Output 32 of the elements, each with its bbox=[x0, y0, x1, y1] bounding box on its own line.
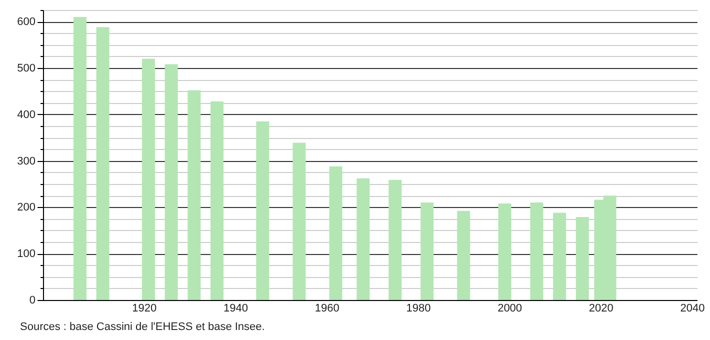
bar bbox=[576, 216, 589, 300]
x-tick-label: 1960 bbox=[314, 302, 340, 314]
y-tick-label: 100 bbox=[17, 248, 36, 260]
bar bbox=[388, 180, 402, 300]
x-tick-label: 2040 bbox=[680, 302, 705, 314]
bar bbox=[292, 142, 306, 300]
bar bbox=[329, 166, 342, 300]
bar bbox=[256, 121, 270, 300]
bar bbox=[96, 27, 110, 300]
bar bbox=[210, 101, 224, 300]
bar bbox=[457, 210, 470, 300]
x-tick-label: 1980 bbox=[406, 302, 431, 314]
x-tick-label: 1920 bbox=[132, 302, 157, 314]
x-tick-label: 2020 bbox=[588, 302, 614, 314]
bar bbox=[164, 64, 178, 300]
x-tick-label: 2000 bbox=[498, 302, 522, 314]
bar bbox=[188, 90, 201, 300]
bar bbox=[498, 203, 512, 300]
bar bbox=[73, 16, 86, 300]
y-tick-label: 300 bbox=[17, 155, 36, 168]
y-tick-label: 600 bbox=[17, 16, 36, 28]
y-tick-label: 400 bbox=[17, 108, 36, 121]
bar bbox=[530, 202, 544, 300]
bar bbox=[356, 178, 370, 300]
bar bbox=[420, 202, 434, 300]
y-tick-label: 200 bbox=[17, 202, 36, 214]
x-tick-label: 1940 bbox=[224, 302, 248, 314]
source-note: Sources : base Cassini de l'EHESS et base Insee. bbox=[20, 321, 265, 333]
y-tick-label: 0 bbox=[29, 294, 36, 306]
bar bbox=[553, 212, 566, 300]
bar bbox=[142, 58, 155, 300]
y-tick-label: 500 bbox=[17, 62, 36, 74]
